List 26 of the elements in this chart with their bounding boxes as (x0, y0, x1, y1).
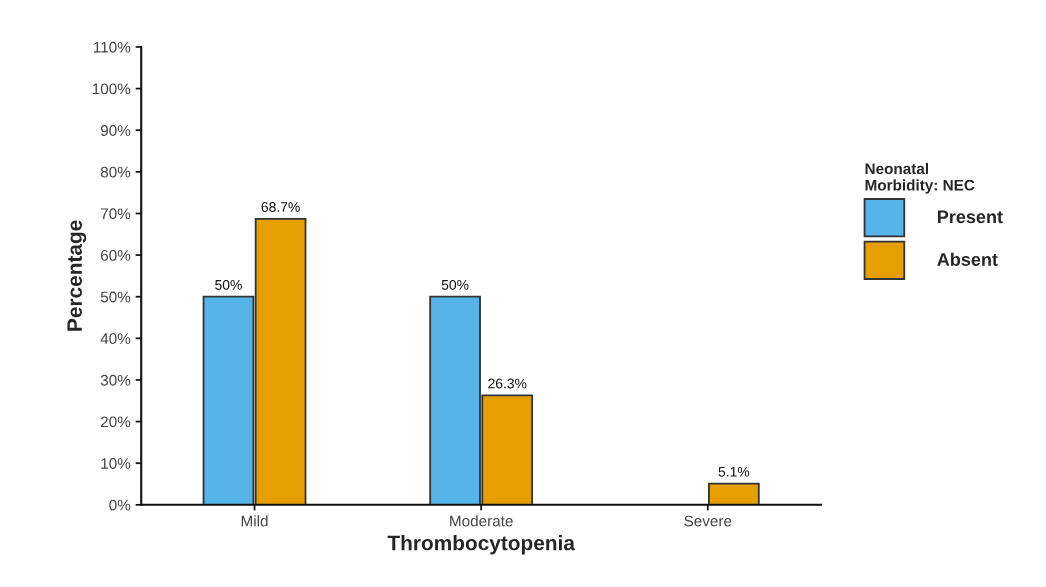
y-tick-label: 100% (92, 83, 131, 95)
x-tick-label: Moderate (450, 515, 513, 527)
data-label: 50% (215, 279, 242, 290)
y-tick-label: 30% (100, 374, 131, 386)
x-axis-title: Thrombocytopenia (387, 535, 576, 555)
y-tick-label: 70% (101, 208, 131, 220)
data-label: 5.1% (718, 466, 750, 477)
y-tick-label: 0% (109, 499, 131, 511)
data-label: 68.7% (261, 202, 300, 212)
legend-label: Absent (937, 252, 998, 266)
bar (708, 482, 760, 505)
legend-title: Neonatal Morbidity: NEC (865, 162, 975, 194)
y-tick-label: 110% (94, 41, 131, 53)
data-label: 26.3% (488, 378, 527, 389)
y-tick-label: 60% (100, 249, 131, 261)
data-label: 50% (441, 279, 469, 290)
y-tick-label: 10% (101, 458, 131, 469)
y-tick-label: 20% (100, 416, 131, 428)
y-tick-label: 40% (100, 333, 131, 345)
y-tick-label: 90% (100, 125, 131, 136)
x-tick-label: Severe (684, 515, 732, 527)
y-tick-label: 50% (100, 291, 131, 303)
y-axis-title: Percentage (67, 220, 87, 331)
y-tick-label: 80% (100, 166, 131, 178)
x-tick-label: Mild (241, 515, 268, 527)
legend-label: Present (937, 210, 1003, 224)
